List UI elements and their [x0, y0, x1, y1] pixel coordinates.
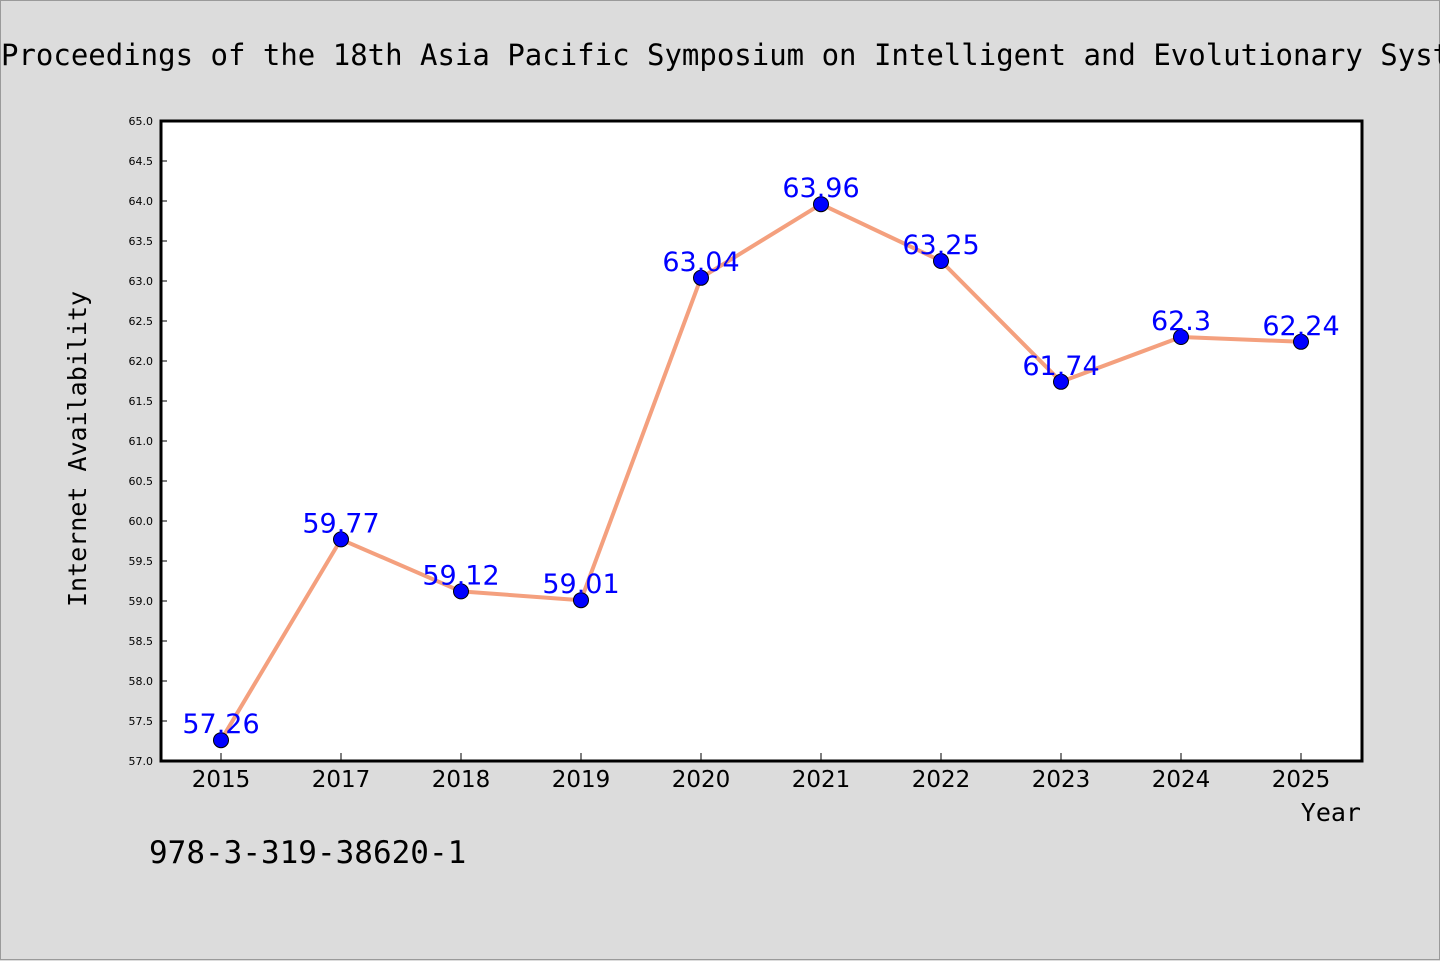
y-tick-label: 64.5 — [129, 155, 154, 168]
y-tick-label: 59.0 — [129, 595, 154, 608]
y-axis-label: Internet Availability — [63, 291, 92, 607]
y-tick-label: 61.0 — [129, 435, 154, 448]
x-tick-label: 2017 — [312, 767, 371, 793]
data-label: 63.04 — [662, 247, 739, 278]
data-point — [1293, 333, 1309, 350]
x-tick-label: 2021 — [792, 767, 851, 793]
y-tick-label: 59.5 — [129, 555, 154, 568]
y-tick-label: 62.0 — [129, 355, 154, 368]
x-tick-label: 2015 — [192, 767, 251, 793]
x-tick-label: 2019 — [552, 767, 611, 793]
data-label: 62.24 — [1262, 311, 1339, 342]
y-tick-label: 64.0 — [129, 195, 154, 208]
x-tick-label: 2024 — [1152, 767, 1211, 793]
x-tick-label: 2020 — [672, 767, 731, 793]
x-tick-label: 2022 — [912, 767, 971, 793]
plot-area — [161, 121, 1362, 761]
data-point — [813, 196, 829, 213]
y-tick-label: 57.5 — [129, 715, 154, 728]
data-point — [933, 253, 949, 269]
y-tick-label: 62.5 — [129, 315, 154, 328]
y-tick-label: 63.0 — [129, 275, 154, 288]
data-point — [1053, 373, 1069, 390]
data-point — [573, 592, 589, 609]
y-tick-label: 63.5 — [129, 235, 154, 248]
data-point — [453, 583, 469, 600]
series-line — [219, 202, 1302, 742]
y-tick-label: 57.0 — [129, 755, 154, 768]
x-tick-label: 2025 — [1272, 767, 1331, 793]
y-tick-label: 60.5 — [129, 475, 154, 488]
plot-frame — [159, 119, 1364, 763]
data-label: 63.96 — [782, 173, 859, 204]
y-tick-label: 65.0 — [129, 115, 154, 128]
y-axis: 57.0 57.5 58.0 58.5 59.0 59.5 60.0 60.5 61.0 61.5… — [129, 115, 167, 768]
y-tick-label: 60.0 — [129, 515, 154, 528]
x-tick-label: 2023 — [1032, 767, 1091, 793]
data-point — [693, 269, 709, 286]
data-label: 61.74 — [1022, 351, 1099, 382]
data-label: 63.25 — [902, 230, 979, 261]
isbn-text: 978-3-319-38620-1 — [149, 835, 467, 871]
data-point — [213, 732, 229, 749]
x-axis: 2015 2017 2018 2019 2020 2021 2022 2023 2024 2025 — [192, 753, 1331, 793]
x-tick-label: 2018 — [432, 767, 491, 793]
data-label: 57.26 — [182, 709, 259, 740]
y-tick-label: 58.5 — [129, 635, 154, 648]
data-point — [1173, 329, 1189, 345]
data-label: 59.77 — [302, 508, 379, 539]
y-tick-label: 58.0 — [129, 675, 154, 688]
data-label: 59.01 — [542, 569, 619, 600]
data-label: 62.3 — [1151, 306, 1211, 337]
value-labels: 57.26 59.77 59.12 59.01 63.04 63.96 63.25 61.74… — [182, 173, 1339, 740]
data-point — [333, 531, 349, 548]
x-axis-label: Year — [1301, 798, 1361, 827]
chart-title: Proceedings of the 18th Asia Pacific Sym… — [1, 38, 1440, 72]
series-markers — [213, 196, 1309, 749]
data-label: 59.12 — [422, 560, 499, 591]
y-tick-label: 61.5 — [129, 395, 154, 408]
